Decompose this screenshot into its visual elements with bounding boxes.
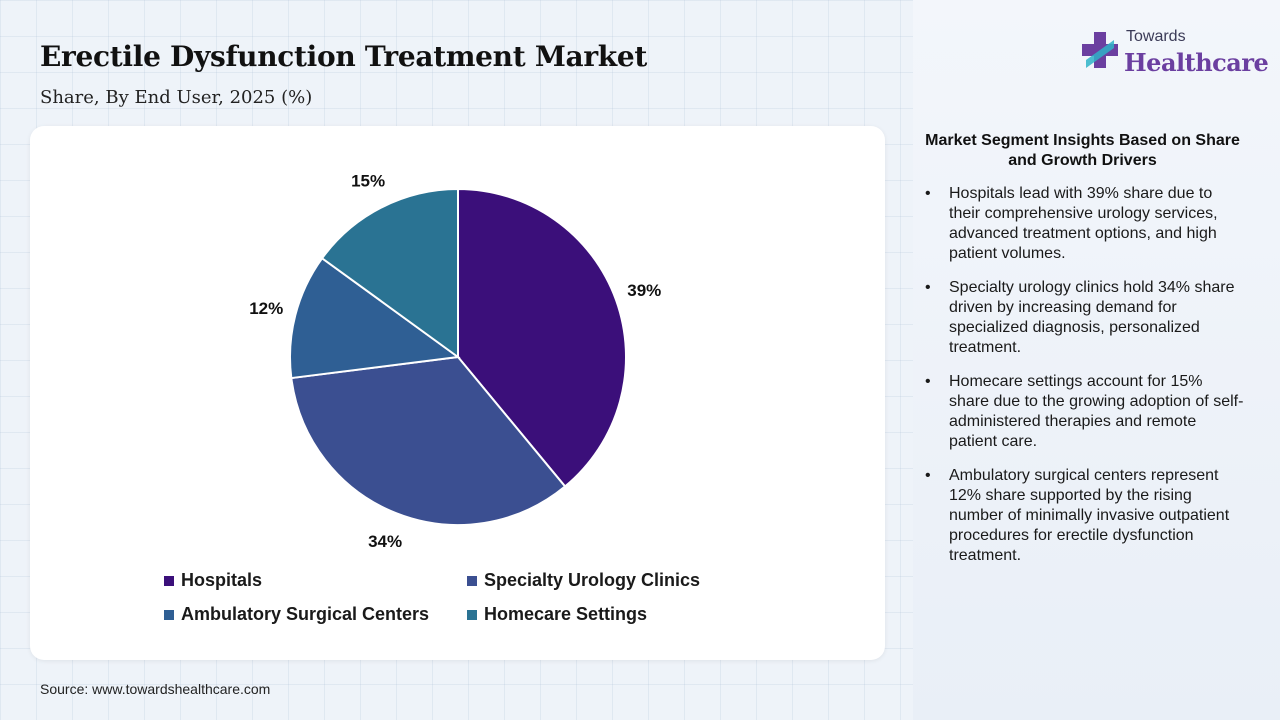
bullet-icon: • xyxy=(925,467,931,484)
page-subtitle: Share, By End User, 2025 (%) xyxy=(40,87,313,108)
legend-label: Ambulatory Surgical Centers xyxy=(181,604,430,624)
bullet-icon: • xyxy=(925,279,931,296)
insight-item: • Hospitals lead with 39% share due to th… xyxy=(925,184,1245,264)
insight-text: Ambulatory surgical centers represent 12… xyxy=(949,467,1230,564)
page-title: Erectile Dysfunction Treatment Market xyxy=(40,40,648,73)
insight-text: Specialty urology clinics hold 34% share… xyxy=(949,279,1235,356)
medical-cross-icon xyxy=(1082,32,1118,68)
pie-data-label: 39% xyxy=(627,281,661,300)
legend-swatch xyxy=(467,575,477,586)
legend-item: Homecare Settings xyxy=(467,604,647,625)
pie-slice-hospitals xyxy=(457,187,627,488)
pie-data-label: 34% xyxy=(368,532,402,551)
insight-text: Homecare settings account for 15% share … xyxy=(949,373,1244,450)
insight-item: • Specialty urology clinics hold 34% shar… xyxy=(925,278,1245,358)
legend-label: Hospitals xyxy=(181,570,263,590)
legend-item: Ambulatory Surgical Centers xyxy=(164,604,429,625)
insights-panel xyxy=(913,0,1280,720)
legend-label: Homecare Settings xyxy=(484,604,648,624)
legend-label: Specialty Urology Clinics xyxy=(484,570,701,590)
legend-swatch xyxy=(164,609,174,620)
pie-slice-specialty-urology-clinics xyxy=(290,355,567,526)
bullet-icon: • xyxy=(925,185,931,202)
insight-text: Hospitals lead with 39% share due to the… xyxy=(949,185,1218,262)
insights-list: • Hospitals lead with 39% share due to th… xyxy=(925,184,1245,580)
pie-data-label: 15% xyxy=(351,172,385,191)
pie-slice-homecare-settings xyxy=(320,187,459,359)
legend-swatch xyxy=(164,575,174,586)
logo: Towards Healthcare xyxy=(1080,28,1269,78)
logo-top-text: Towards xyxy=(1126,28,1186,45)
bullet-icon: • xyxy=(925,373,931,390)
chart-card: 39% 34% 12% 15% Hospitals Specialty Urology … xyxy=(30,126,885,660)
insight-item: • Ambulatory surgical centers represent 1… xyxy=(925,466,1245,566)
pie-slice-ambulatory-surgical-centers xyxy=(289,256,461,380)
insight-item: • Homecare settings account for 15% share… xyxy=(925,372,1245,452)
pie-chart: 39% 34% 12% 15% xyxy=(249,172,661,552)
insights-title: Market Segment Insights Based on Share a… xyxy=(925,132,1240,169)
legend-item: Specialty Urology Clinics xyxy=(467,570,700,591)
legend-swatch xyxy=(467,609,477,620)
legend-item: Hospitals xyxy=(164,570,262,591)
pie-data-label: 12% xyxy=(249,299,283,318)
source-note: Source: www.towardshealthcare.com xyxy=(40,681,271,697)
logo-main-text: Healthcare xyxy=(1124,48,1269,77)
